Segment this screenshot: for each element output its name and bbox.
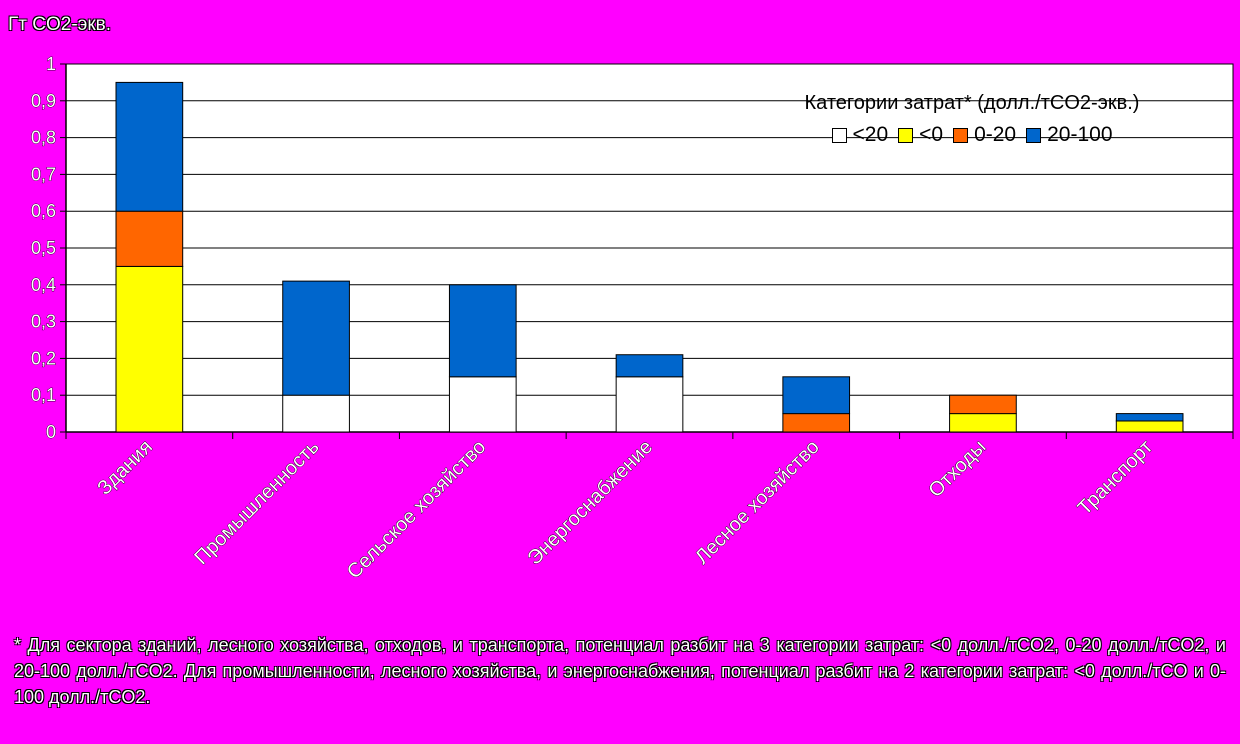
x-category-label: Отходы bbox=[925, 436, 991, 502]
bar-segment bbox=[782, 413, 851, 433]
y-tick-label: 0,1 bbox=[31, 385, 56, 405]
legend-swatch-20-100 bbox=[1026, 127, 1042, 143]
legend-items: <20 <0 0-20 20-100 bbox=[772, 123, 1172, 147]
x-category-label: Сельское хозяйство bbox=[343, 436, 490, 583]
bar-segment bbox=[115, 81, 184, 212]
bar-segment bbox=[282, 394, 350, 433]
legend-title: Категории затрат* (долл./тCO2-экв.) bbox=[804, 92, 1140, 114]
bar-segment bbox=[949, 394, 1017, 415]
legend: Категории затрат* (долл./тCO2-экв.) <20 … bbox=[772, 92, 1172, 147]
legend-swatch-lt20 bbox=[831, 127, 847, 143]
y-tick-label: 0,7 bbox=[31, 164, 56, 184]
legend-label-lt20: <20 bbox=[852, 123, 889, 146]
y-tick-label: 0,3 bbox=[31, 312, 56, 332]
y-tick-label: 1 bbox=[46, 54, 56, 74]
bar-segment bbox=[282, 280, 350, 396]
legend-item-0-20: 0-20 bbox=[953, 123, 1016, 147]
y-tick-label: 0 bbox=[46, 422, 56, 442]
legend-label-0-20: 0-20 bbox=[974, 123, 1017, 146]
y-tick-label: 0,6 bbox=[31, 201, 56, 221]
bar-segment bbox=[1115, 413, 1184, 422]
bar-segment bbox=[615, 376, 684, 433]
legend-item-lt0: <0 bbox=[898, 123, 943, 147]
legend-item-20-100: 20-100 bbox=[1026, 123, 1113, 147]
x-category-label: Лесное хозяйство bbox=[691, 436, 824, 569]
x-category-label: Транспорт bbox=[1074, 436, 1158, 520]
legend-swatch-0-20 bbox=[953, 127, 969, 143]
bar-segment bbox=[1115, 420, 1184, 433]
x-category-label: Здания bbox=[93, 436, 157, 500]
x-category-label: Промышленность bbox=[190, 436, 323, 569]
y-tick-label: 0,8 bbox=[31, 128, 56, 148]
legend-label-lt0: <0 bbox=[919, 123, 944, 146]
bar-segment bbox=[448, 284, 517, 378]
legend-item-lt20: <20 bbox=[831, 123, 889, 147]
y-tick-label: 0,4 bbox=[31, 275, 56, 295]
bar-segment bbox=[115, 265, 184, 433]
x-category-label: Энергоснабжение bbox=[523, 436, 657, 570]
bar-segment bbox=[448, 376, 517, 433]
legend-swatch-lt0 bbox=[898, 127, 914, 143]
footnote: * Для сектора зданий, лесного хозяйства,… bbox=[14, 635, 1226, 707]
bar-segment bbox=[615, 354, 684, 378]
bar-segment bbox=[115, 210, 184, 267]
bar-segment bbox=[949, 413, 1017, 433]
y-tick-label: 0,5 bbox=[31, 238, 56, 258]
legend-label-20-100: 20-100 bbox=[1047, 123, 1113, 146]
bar-segment bbox=[782, 376, 851, 415]
y-tick-label: 0,9 bbox=[31, 91, 56, 111]
y-axis-unit-label: Гт CO2-экв. bbox=[8, 14, 112, 35]
y-tick-label: 0,2 bbox=[31, 348, 56, 368]
